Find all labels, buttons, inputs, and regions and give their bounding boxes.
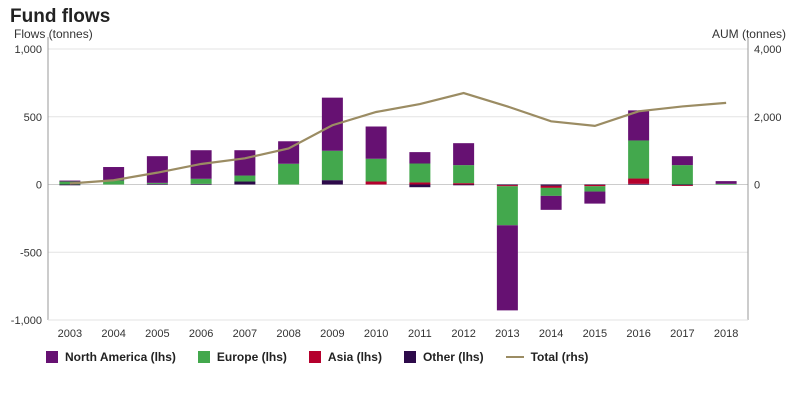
legend-swatch (197, 351, 210, 363)
bar-north-america (365, 126, 387, 159)
legend-label: North America (lhs) (65, 350, 176, 364)
bar-north-america (409, 152, 431, 164)
bar-north-america (278, 141, 300, 164)
bar-other (540, 184, 562, 186)
x-tick-label: 2017 (670, 328, 694, 340)
bar-asia (671, 185, 693, 186)
bar-north-america (540, 195, 562, 210)
bar-europe (671, 165, 693, 185)
bar-other (59, 184, 81, 186)
bar-europe (628, 140, 650, 179)
chart-title: Fund flows (10, 6, 111, 27)
x-tick-label: 2007 (233, 328, 257, 340)
legend-label: Other (lhs) (422, 350, 484, 364)
x-tick-label: 2011 (408, 328, 432, 340)
bar-north-america (234, 150, 256, 176)
legend-swatch (505, 356, 524, 358)
bar-other (671, 184, 693, 186)
legend-item: Other (lhs) (403, 350, 484, 364)
bar-asia (365, 181, 387, 185)
x-tick-label: 2016 (626, 328, 650, 340)
legend-label: Europe (lhs) (216, 350, 287, 364)
bar-north-america (671, 156, 693, 166)
bar-europe (103, 180, 125, 185)
x-tick-label: 2004 (101, 328, 125, 340)
legend-label: Total (rhs) (530, 350, 589, 364)
bar-north-america (453, 143, 475, 166)
y-axis-left-label: Flows (tonnes) (14, 27, 93, 41)
bar-europe (365, 158, 387, 182)
y-tick-label-right: 4,000 (754, 44, 782, 56)
y-axis-right-label: AUM (tonnes) (711, 27, 786, 41)
legend-item: Total (rhs) (505, 350, 589, 364)
bar-asia (540, 185, 562, 188)
x-tick-label: 2005 (145, 328, 169, 340)
bar-europe (146, 182, 168, 184)
legend-swatch (46, 351, 58, 363)
legend-item: Asia (lhs) (308, 350, 382, 364)
x-tick-label: 2006 (189, 328, 213, 340)
x-tick-label: 2015 (583, 328, 607, 340)
bar-other (584, 184, 606, 186)
bar-europe (496, 186, 518, 226)
legend-label: Asia (lhs) (327, 350, 382, 364)
bar-north-america (715, 181, 737, 184)
y-tick-label-left: 0 (36, 180, 42, 192)
x-tick-label: 2014 (539, 328, 563, 340)
line-total (69, 91, 727, 185)
bar-europe (409, 163, 431, 183)
legend: North America (lhs) Europe (lhs) Asia (lhs… (46, 350, 610, 364)
bar-other (234, 181, 256, 185)
bar-north-america (584, 191, 606, 204)
bar-asia (628, 178, 650, 184)
bar-asia (496, 185, 518, 187)
bar-europe (278, 163, 300, 185)
y-tick-label-left: 500 (24, 112, 42, 124)
bar-other (628, 183, 650, 185)
bar-other (190, 183, 212, 185)
bar-asia (453, 183, 475, 185)
legend-swatch (308, 351, 321, 363)
bar-other (453, 184, 475, 186)
x-tick-label: 2012 (451, 328, 475, 340)
y-tick-label-right: 0 (754, 180, 760, 192)
bar-europe (715, 183, 737, 185)
legend-item: Europe (lhs) (197, 350, 287, 364)
bar-europe (234, 175, 256, 182)
bar-other (321, 180, 343, 185)
y-tick-label-left: -1,000 (11, 315, 42, 327)
bar-north-america (496, 225, 518, 311)
bar-north-america (146, 156, 168, 183)
y-tick-label-right: 2,000 (754, 112, 782, 124)
bar-asia (409, 182, 431, 185)
bar-other (409, 184, 431, 188)
bar-other (496, 184, 518, 186)
bar-asia (584, 184, 606, 187)
x-tick-label: 2003 (58, 328, 82, 340)
bar-europe (540, 187, 562, 196)
y-tick-label-left: -500 (20, 247, 42, 259)
bar-north-america (103, 167, 125, 181)
y-tick-label-left: 1,000 (14, 44, 42, 56)
x-tick-label: 2013 (495, 328, 519, 340)
x-tick-label: 2018 (714, 328, 738, 340)
x-tick-label: 2010 (364, 328, 388, 340)
bar-other (146, 183, 168, 185)
legend-swatch (403, 351, 416, 363)
legend-item: North America (lhs) (46, 350, 176, 364)
bar-europe (453, 165, 475, 184)
bar-north-america (59, 180, 81, 182)
bar-europe (584, 186, 606, 192)
bar-europe (321, 150, 343, 181)
x-tick-label: 2008 (276, 328, 300, 340)
bar-north-america (628, 110, 650, 141)
x-tick-label: 2009 (320, 328, 344, 340)
bar-europe (190, 178, 212, 184)
